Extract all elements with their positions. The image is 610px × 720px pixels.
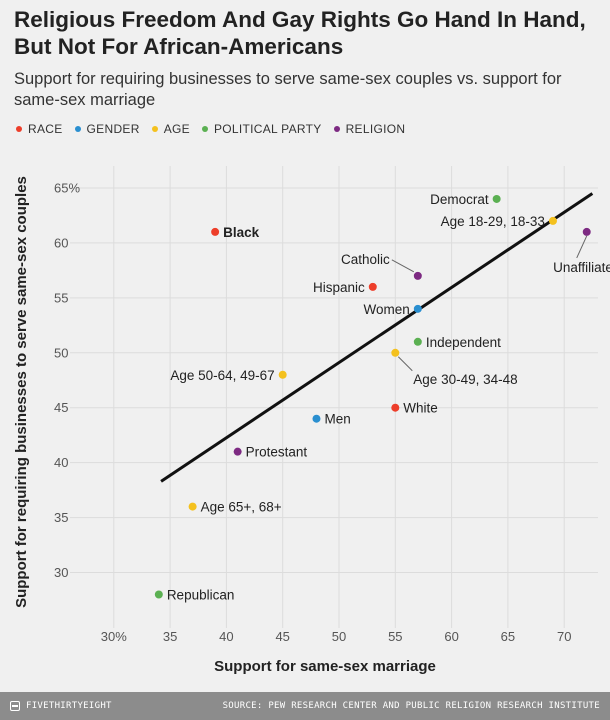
point-age-18-29-18-33 — [548, 216, 557, 225]
brand: FIVETHIRTYEIGHT — [10, 701, 112, 711]
footer-bar: FIVETHIRTYEIGHT SOURCE: PEW RESEARCH CEN… — [0, 692, 610, 720]
source-note: SOURCE: PEW RESEARCH CENTER AND PUBLIC R… — [222, 701, 600, 711]
legend-label-religion: RELIGION — [345, 122, 406, 136]
legend-label-age: AGE — [163, 122, 190, 136]
y-tick-labels: 30 35 40 45 50 55 60 65% — [54, 180, 80, 580]
legend-label-race: RACE — [28, 122, 63, 136]
point-age-30-49-34-48 — [391, 348, 400, 357]
point-label-men: Men — [324, 412, 350, 427]
y-tick-label-50: 50 — [54, 345, 68, 360]
point-label-age-50-64-49-67: Age 50-64, 49-67 — [170, 368, 274, 383]
scatter-chart: 30% 35 40 45 50 55 60 65 70 30 35 40 45 50 55 60 65% Bl… — [13, 166, 610, 675]
legend-dot-race — [16, 126, 22, 132]
x-tick-label-35: 35 — [163, 629, 177, 644]
point-label-independent: Independent — [426, 335, 501, 350]
x-tick-label-45: 45 — [275, 629, 289, 644]
point-labels: Black Hispanic White Women Men Age 18-29, 18-… — [167, 192, 610, 603]
x-tick-label-50: 50 — [332, 629, 346, 644]
x-tick-label-65: 65 — [501, 629, 515, 644]
fivethirtyeight-logo-icon — [10, 701, 20, 711]
y-tick-label-65: 65% — [54, 180, 80, 195]
connector-unaffiliated — [576, 235, 588, 259]
x-tick-label-60: 60 — [444, 629, 458, 644]
grid-lines — [70, 166, 598, 628]
x-tick-label-30: 30% — [101, 629, 127, 644]
y-tick-label-60: 60 — [54, 235, 68, 250]
y-tick-label-30: 30 — [54, 565, 68, 580]
y-tick-label-45: 45 — [54, 400, 68, 415]
legend-dot-political-party — [201, 126, 208, 132]
point-catholic — [413, 271, 422, 280]
point-independent — [413, 337, 422, 346]
point-protestant — [233, 447, 242, 456]
point-label-catholic: Catholic — [341, 252, 390, 267]
legend-label-gender: GENDER — [86, 122, 140, 136]
chart-title: Religious Freedom And Gay Rights Go Hand… — [14, 7, 586, 59]
legend-item-age: AGE — [151, 122, 190, 136]
point-label-protestant: Protestant — [246, 445, 308, 460]
legend-label-political-party: POLITICAL PARTY — [213, 122, 322, 136]
point-label-black: Black — [223, 225, 260, 240]
connector-catholic — [391, 259, 415, 273]
point-white — [391, 403, 400, 412]
point-label-unaffiliated: Unaffiliated — [553, 260, 610, 275]
legend-item-political-party: POLITICAL PARTY — [201, 122, 322, 136]
data-points — [154, 194, 591, 599]
x-tick-labels: 30% 35 40 45 50 55 60 65 70 — [101, 629, 572, 644]
point-label-white: White — [403, 401, 438, 416]
point-black — [211, 227, 220, 236]
y-tick-label-35: 35 — [54, 510, 68, 525]
point-unaffiliated — [582, 227, 591, 236]
connector-age-30-49-34-48 — [397, 356, 413, 372]
legend-dot-gender — [74, 126, 81, 132]
legend-dot-religion — [333, 126, 340, 132]
point-label-democrat: Democrat — [430, 192, 489, 207]
label-connectors — [391, 235, 588, 372]
y-tick-label-55: 55 — [54, 290, 68, 305]
x-tick-label-55: 55 — [388, 629, 402, 644]
point-label-republican: Republican — [167, 588, 235, 603]
y-tick-label-40: 40 — [54, 455, 68, 470]
x-tick-label-40: 40 — [219, 629, 233, 644]
point-label-age-18-29-18-33: Age 18-29, 18-33 — [441, 214, 545, 229]
point-men — [312, 414, 321, 423]
y-axis-label: Support for requiring businesses to serv… — [13, 176, 30, 608]
point-republican — [154, 590, 163, 599]
legend-item-race: RACE — [16, 122, 63, 136]
x-tick-label-70: 70 — [557, 629, 571, 644]
point-hispanic — [368, 282, 377, 291]
legend-item-religion: RELIGION — [333, 122, 406, 136]
point-democrat — [492, 194, 501, 203]
point-label-age-65-68: Age 65+, 68+ — [201, 500, 282, 515]
point-label-hispanic: Hispanic — [313, 280, 365, 295]
legend-item-gender: GENDER — [74, 122, 140, 136]
point-age-65-68 — [188, 502, 197, 511]
legend-dot-age — [151, 126, 158, 132]
legend: RACE GENDER AGE POLITICAL PARTY RELIGION — [16, 121, 417, 137]
trend-line — [160, 192, 594, 483]
x-axis-label: Support for same-sex marriage — [214, 658, 436, 675]
point-label-women: Women — [364, 302, 410, 317]
point-age-50-64-49-67 — [278, 370, 287, 379]
point-women — [413, 304, 422, 313]
chart-subtitle: Support for requiring businesses to serv… — [14, 70, 562, 109]
brand-name: FIVETHIRTYEIGHT — [26, 701, 112, 711]
point-label-age-30-49-34-48: Age 30-49, 34-48 — [413, 372, 517, 387]
